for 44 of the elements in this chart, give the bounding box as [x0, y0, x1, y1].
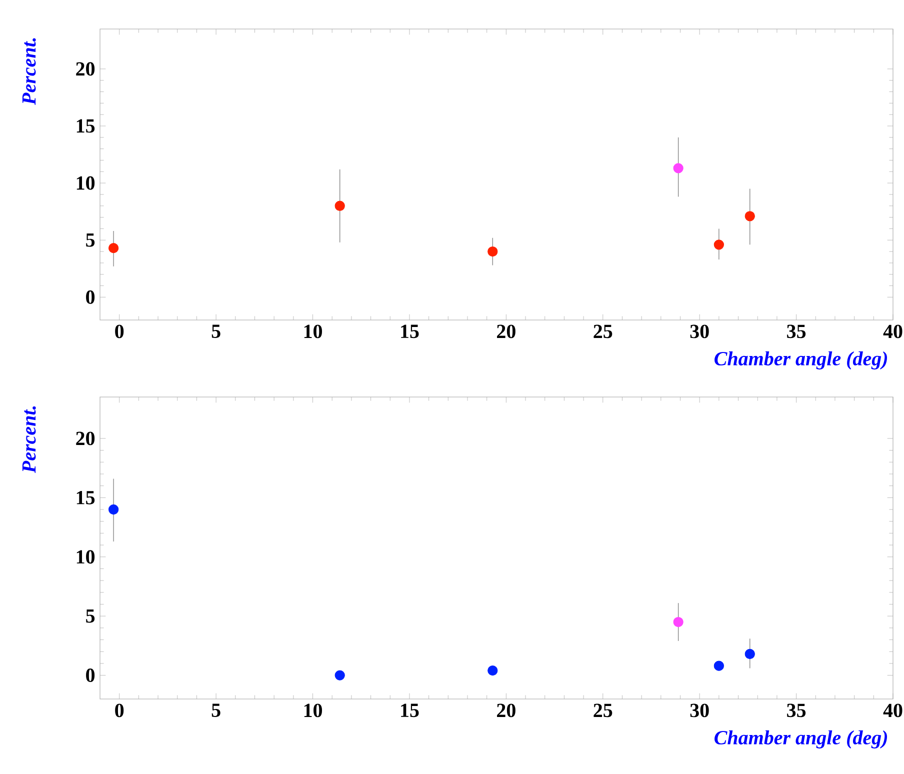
- y-axis-title: Percent.: [22, 38, 36, 105]
- y-axis-title: Percent.: [22, 406, 36, 474]
- point: [108, 243, 119, 254]
- point: [334, 670, 345, 680]
- point: [108, 504, 119, 515]
- point: [714, 240, 724, 250]
- x-tick-label: 20: [497, 324, 516, 338]
- x-tick-label: 30: [690, 704, 709, 718]
- y-tick-label: 10: [76, 550, 95, 564]
- x-tick-label: 10: [304, 324, 322, 338]
- y-tick-label: 5: [86, 609, 95, 623]
- x-tick-label: 30: [690, 324, 709, 338]
- x-axis-title: Chamber angle (deg): [714, 351, 887, 370]
- y-tick-label: 20: [76, 62, 95, 76]
- x-tick-label: 5: [212, 704, 220, 717]
- x-tick-label: 0: [115, 704, 124, 718]
- point: [673, 163, 684, 174]
- x-tick-label: 10: [304, 704, 322, 718]
- point: [673, 616, 684, 628]
- point: [744, 211, 755, 222]
- x-tick-label: 0: [115, 324, 124, 338]
- x-tick-label: 15: [401, 324, 419, 338]
- y-tick-label: 5: [86, 233, 95, 247]
- y-tick-label: 15: [76, 490, 95, 504]
- x-tick-label: 15: [401, 704, 419, 718]
- y-tick-label: 10: [76, 176, 95, 190]
- x-tick-label: 25: [594, 324, 612, 338]
- y-tick-label: 0: [86, 668, 95, 682]
- point: [488, 246, 498, 257]
- x-tick-label: 25: [594, 704, 612, 718]
- x-tick-label: 5: [212, 324, 220, 338]
- y-tick-label: 15: [76, 119, 95, 133]
- point: [334, 200, 345, 211]
- x-tick-label: 35: [787, 704, 806, 718]
- point: [488, 665, 498, 676]
- x-tick-label: 20: [497, 704, 516, 718]
- point: [714, 660, 724, 671]
- x-tick-label: 40: [883, 704, 902, 718]
- point: [744, 648, 755, 660]
- y-tick-label: 20: [76, 432, 95, 446]
- x-tick-label: 40: [883, 324, 902, 338]
- y-tick-label: 0: [86, 290, 95, 304]
- x-tick-label: 35: [787, 324, 806, 338]
- x-axis-title: Chamber angle (deg): [714, 730, 887, 749]
